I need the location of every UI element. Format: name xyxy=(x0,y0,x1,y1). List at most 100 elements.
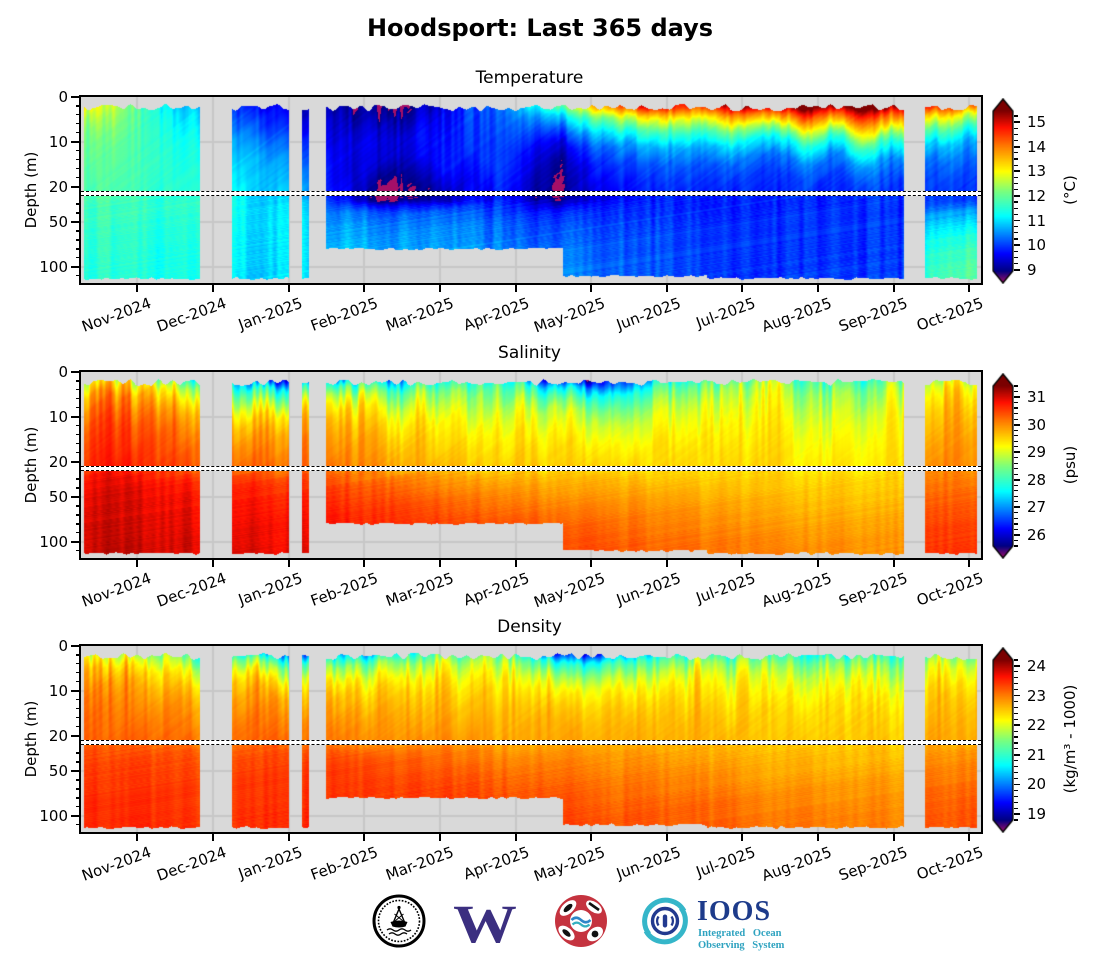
x-tick xyxy=(439,285,441,292)
colorbar-tick-label: 31 xyxy=(1027,388,1047,407)
ioos-subtitle-line2: Observing System xyxy=(698,940,785,951)
x-tick-label: Jul-2025 xyxy=(694,843,759,882)
y-minor-tick xyxy=(76,114,81,116)
colorbar-minor-tick xyxy=(1014,539,1018,542)
colorbar-tick xyxy=(1014,724,1020,727)
y-tick-label: 100 xyxy=(39,257,68,276)
x-tick xyxy=(892,285,895,292)
x-tick-label: Dec-2024 xyxy=(154,843,230,885)
x-tick-label: Sep-2025 xyxy=(836,294,911,336)
colorbar-minor-tick xyxy=(1014,517,1018,519)
x-tick-label: Oct-2025 xyxy=(913,294,986,335)
colorbar-tick xyxy=(1014,451,1020,454)
ioos-logo-icon xyxy=(642,897,688,945)
colorbar-minor-tick xyxy=(1014,501,1018,503)
y-tick xyxy=(71,460,81,463)
x-tick xyxy=(287,285,290,292)
x-tick-label: Nov-2024 xyxy=(78,843,154,885)
colorbar-tick-label: 27 xyxy=(1027,498,1047,517)
y-tick-label: 100 xyxy=(39,532,68,551)
x-tick xyxy=(439,834,441,841)
y-tick xyxy=(71,96,81,98)
colorbar-minor-tick xyxy=(1014,127,1018,129)
y-minor-tick xyxy=(76,123,81,125)
colorbar-minor-tick xyxy=(1014,457,1018,459)
x-tick xyxy=(514,834,517,841)
colorbar-tick-label: 24 xyxy=(1027,656,1047,675)
y-tick xyxy=(71,770,81,772)
colorbar-minor-tick xyxy=(1014,495,1018,497)
colorbar-tick xyxy=(1014,694,1020,697)
colorbar-minor-tick xyxy=(1014,712,1018,714)
colorbar-minor-tick xyxy=(1014,473,1018,475)
x-tick-label: Nov-2024 xyxy=(78,294,154,336)
y-minor-tick xyxy=(76,212,81,214)
x-tick-label: Aug-2025 xyxy=(759,569,835,611)
y-minor-tick xyxy=(76,150,81,152)
y-tick xyxy=(71,185,81,188)
x-tick-label: Jan-2025 xyxy=(236,569,306,609)
x-tick xyxy=(590,834,593,841)
y-minor-tick xyxy=(76,105,81,107)
x-tick-label: Jun-2025 xyxy=(614,294,684,334)
x-tick xyxy=(287,834,290,841)
colorbar-tick xyxy=(1014,813,1020,815)
x-tick xyxy=(740,834,743,841)
panel-title-density: Density xyxy=(497,617,562,637)
x-tick-label: Nov-2024 xyxy=(78,569,154,611)
axis-break-dashed-line xyxy=(81,191,981,196)
x-tick xyxy=(892,834,895,841)
colorbar-minor-tick xyxy=(1014,158,1018,160)
noaa-pmel-logo xyxy=(372,894,426,948)
colorbar-minor-tick xyxy=(1014,490,1018,492)
colorbar-minor-tick xyxy=(1014,440,1018,442)
y-minor-tick xyxy=(76,806,81,808)
colorbar-minor-tick xyxy=(1014,718,1018,720)
colorbar-tick-label: 11 xyxy=(1027,211,1047,230)
panel-title-salinity: Salinity xyxy=(498,343,561,363)
x-tick-label: Apr-2025 xyxy=(461,569,533,610)
colorbar-tick-label: 14 xyxy=(1027,137,1047,156)
y-tick xyxy=(71,814,81,817)
colorbar-tick-label: 22 xyxy=(1027,716,1047,735)
y-tick xyxy=(71,734,81,737)
colorbar-minor-tick xyxy=(1014,183,1018,185)
axis-break-dashed-line xyxy=(81,740,981,745)
y-minor-tick xyxy=(76,230,81,232)
y-minor-tick xyxy=(76,248,81,250)
x-tick-label: Dec-2024 xyxy=(154,569,230,611)
y-minor-tick xyxy=(76,275,81,277)
colorbar-tick-label: 13 xyxy=(1027,162,1047,181)
x-tick xyxy=(590,560,593,567)
y-tick-label: 0 xyxy=(58,637,68,655)
colorbar-tick-label: 12 xyxy=(1027,186,1047,205)
colorbar-minor-tick xyxy=(1014,819,1018,821)
colorbar-tick xyxy=(1014,121,1020,123)
salinity-colorbar xyxy=(992,373,1014,559)
y-minor-tick xyxy=(76,487,81,489)
colorbar-tick xyxy=(1014,396,1020,398)
colorbar-tick-label: 23 xyxy=(1027,686,1047,705)
colorbar-minor-tick xyxy=(1014,742,1018,744)
colorbar-minor-tick xyxy=(1014,263,1018,265)
y-tick-label: 50 xyxy=(48,762,68,780)
x-tick-label: May-2025 xyxy=(531,569,608,612)
x-tick-label: Apr-2025 xyxy=(461,294,533,335)
x-tick xyxy=(135,285,138,292)
x-tick xyxy=(817,834,819,841)
university-of-washington-logo: W xyxy=(453,894,517,954)
y-tick xyxy=(71,371,81,373)
y-minor-tick xyxy=(76,257,81,259)
density-heatmap-lower xyxy=(81,745,981,832)
x-tick-label: Mar-2025 xyxy=(383,569,457,611)
x-tick xyxy=(968,285,971,292)
x-tick-label: Feb-2025 xyxy=(308,294,381,335)
x-tick xyxy=(212,560,215,567)
colorbar-tick-label: 10 xyxy=(1027,236,1047,255)
x-tick-label: May-2025 xyxy=(531,294,608,337)
y-tick-label: 20 xyxy=(48,726,68,745)
salinity-heatmap-upper xyxy=(81,372,981,466)
colorbar-minor-tick xyxy=(1014,232,1018,234)
x-tick xyxy=(817,560,819,567)
colorbar-minor-tick xyxy=(1014,807,1018,809)
